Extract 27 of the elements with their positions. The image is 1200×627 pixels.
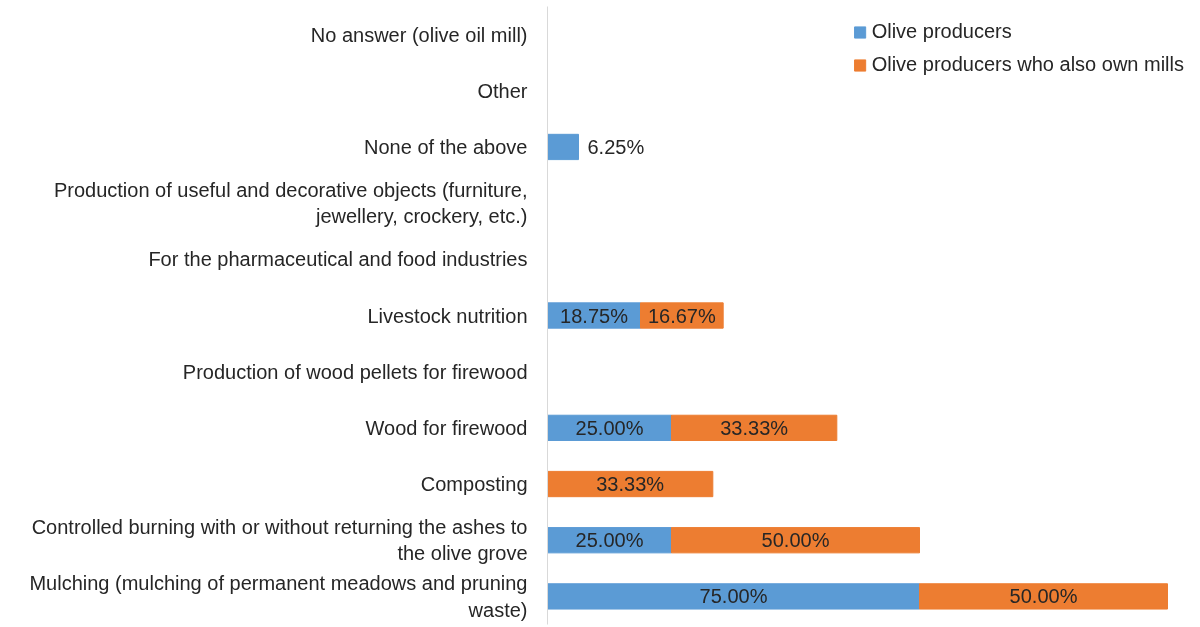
y-tick-label: Wood for firewood xyxy=(365,416,528,439)
bar xyxy=(547,133,579,161)
y-tick-label: For the pharmaceutical and food industries xyxy=(148,248,528,271)
y-tick-label: Other xyxy=(477,79,528,102)
data-label: 75.00% xyxy=(699,585,768,608)
y-tick-label: Production of useful and decorative objects (furniture, jewellery, crockery, etc.) xyxy=(53,178,528,228)
data-label: 33.33% xyxy=(596,473,665,496)
y-tick-label: None of the above xyxy=(364,135,528,158)
bar xyxy=(547,583,920,610)
y-tick-label: Controlled burning with or without returning the ashes to the olive grove xyxy=(31,516,528,565)
data-label: 18.75% xyxy=(560,304,629,327)
data-label: 50.00% xyxy=(1009,585,1078,608)
y-tick-label: No answer (olive oil mill) xyxy=(310,23,528,46)
legend-label: Olive producers xyxy=(871,20,1012,43)
y-tick-label: Livestock nutrition xyxy=(367,304,528,327)
data-label: 33.33% xyxy=(720,416,789,439)
legend-label: Olive producers who also own mills xyxy=(871,53,1184,76)
y-tick-label: Mulching (mulching of permanent meadows and pruning waste) xyxy=(29,572,528,621)
data-label: 25.00% xyxy=(575,529,644,552)
bar xyxy=(671,527,920,554)
y-tick-label: Production of wood pellets for firewood xyxy=(182,360,528,383)
data-label: 25.00% xyxy=(575,416,644,439)
y-tick-label: Composting xyxy=(420,473,528,496)
data-label: 50.00% xyxy=(761,529,830,552)
data-label: 16.67% xyxy=(647,304,716,327)
data-label: 6.25% xyxy=(587,135,645,158)
bar xyxy=(919,583,1168,610)
